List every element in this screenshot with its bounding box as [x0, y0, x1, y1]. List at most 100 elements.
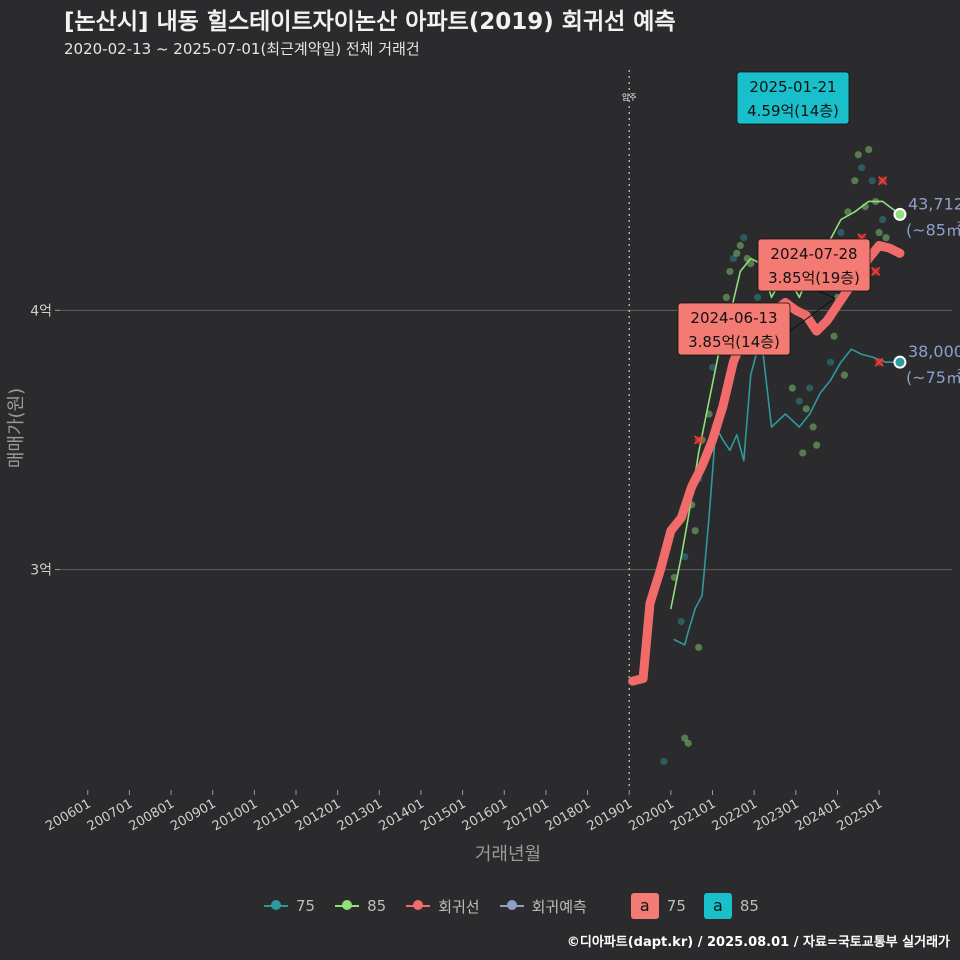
scatter-point [868, 177, 876, 185]
x-tick-label: 202501 [835, 796, 885, 834]
scatter-point [837, 228, 845, 237]
scatter-point [695, 643, 703, 651]
end-point-85 [893, 207, 907, 221]
x-tick-label: 201201 [293, 796, 343, 834]
x-tick-label: 200901 [168, 796, 218, 834]
scatter-point [684, 739, 692, 747]
legend-item-75: 75 [262, 893, 315, 919]
y-axis-label: 매매가(원) [6, 388, 27, 468]
callout-price: 3.85억(19층) [768, 269, 860, 287]
scatter-point [799, 449, 807, 457]
legend-key-regression [404, 893, 432, 919]
page-subtitle: 2020-02-13 ~ 2025-07-01(최근계약일) 전체 거래건 [64, 40, 420, 58]
legend-box-label-75: 75 [666, 897, 686, 915]
scatter-point [826, 358, 835, 366]
scatter-point [858, 164, 866, 172]
end-label-value-75: 38,000 [908, 342, 960, 361]
axes: 매매가(원) 거래년월 3억 4억 200601200701200801200901… [6, 303, 885, 865]
end-label-area-75: (~75㎡) [906, 368, 960, 387]
scatter-point [830, 332, 838, 340]
scatter-point [729, 254, 737, 263]
legend-box-label-85: 85 [739, 897, 759, 915]
scatter-point [788, 384, 796, 392]
end-label-area-85: (~85㎡) [906, 220, 960, 239]
red-mark-x [694, 435, 704, 445]
x-tick-label: 201301 [335, 796, 385, 834]
page-title: [논산시] 내동 힐스테이트자이논산 아파트(2019) 회귀선 예측 [64, 9, 676, 35]
x-tick-label: 201401 [376, 796, 426, 834]
scatter-point [865, 145, 873, 154]
x-tick-label: 201601 [460, 796, 510, 834]
red-mark-x [878, 176, 888, 186]
scatter-point [736, 241, 744, 250]
scatter-point [733, 249, 741, 257]
line-75 [673, 335, 901, 646]
legend-key-forecast [498, 893, 526, 919]
scatter-point [726, 267, 734, 276]
callout-date: 2024-07-28 [770, 245, 857, 263]
legend-box-red: a [630, 893, 659, 919]
x-tick-label: 201001 [210, 796, 260, 834]
callout-box [677, 302, 791, 356]
y-tick-label: 4억 [30, 303, 52, 319]
callout-price: 4.59억(14층) [747, 102, 839, 120]
legend-label-forecast: 회귀예측 [531, 897, 587, 916]
red-mark-x [871, 266, 881, 276]
scatter-point [813, 441, 821, 449]
grid-lines [60, 309, 952, 571]
legend-item-85: 85 [333, 893, 386, 919]
scatter-point [854, 151, 862, 159]
legend: 75 85 회귀선 회귀예측 a 75 a 85 [262, 893, 777, 919]
red-mark-x [874, 357, 884, 367]
scatter-point [722, 293, 730, 301]
x-tick-label: 202101 [668, 796, 718, 834]
end-labels: 43,712 (~85㎡) 38,000 (~75㎡) [893, 194, 960, 387]
scatter-point [681, 734, 689, 742]
legend-key-75 [262, 893, 290, 919]
x-axis-label: 거래년월 [475, 844, 541, 865]
callout-leader [817, 290, 836, 299]
scatter-point [809, 423, 817, 431]
callout-price: 3.85억(14층) [688, 333, 780, 351]
legend-box-cyan: a [703, 893, 732, 919]
x-tick-label: 202301 [751, 796, 801, 834]
scatter-point [875, 228, 883, 237]
scatter-point [691, 527, 699, 535]
legend-item-box-85: a 85 [703, 893, 759, 919]
x-tick-label: 201101 [252, 796, 302, 834]
x-tick-label: 202001 [626, 796, 676, 834]
scatter-point [878, 215, 887, 224]
move-in-vline: 입주 [622, 70, 637, 790]
callout-leader [789, 297, 836, 332]
scatter-point [882, 234, 890, 242]
y-tick-label: 3억 [30, 563, 52, 579]
callout-box [757, 238, 871, 292]
end-label-value-85: 43,712 [908, 194, 960, 213]
scatter-point [754, 293, 762, 301]
scatter-point [740, 234, 748, 242]
scatter-point [806, 384, 814, 392]
legend-label-regression: 회귀선 [438, 897, 480, 916]
legend-key-85 [333, 893, 361, 919]
x-tick-label: 202401 [793, 796, 843, 834]
scatter-point [795, 397, 803, 405]
legend-label-75: 75 [296, 897, 316, 915]
scatter-point [840, 371, 849, 379]
scatter-point [851, 177, 859, 185]
x-tick-label: 201901 [585, 796, 635, 834]
x-tick-label: 201801 [543, 796, 593, 834]
scatter-point [844, 208, 852, 216]
scatter-point [708, 363, 717, 371]
scatter-point [660, 757, 668, 766]
legend-item-regression: 회귀선 [404, 893, 480, 919]
x-tick-label: 200801 [127, 796, 177, 834]
legend-item-forecast: 회귀예측 [498, 893, 587, 919]
scatter-point [677, 617, 685, 626]
callout-box [736, 71, 850, 125]
callout-date: 2024-06-13 [690, 309, 777, 327]
legend-label-85: 85 [367, 897, 387, 915]
x-tick-label: 201701 [501, 796, 551, 834]
legend-item-box-75: a 75 [630, 893, 686, 919]
scatter-point [681, 553, 689, 561]
